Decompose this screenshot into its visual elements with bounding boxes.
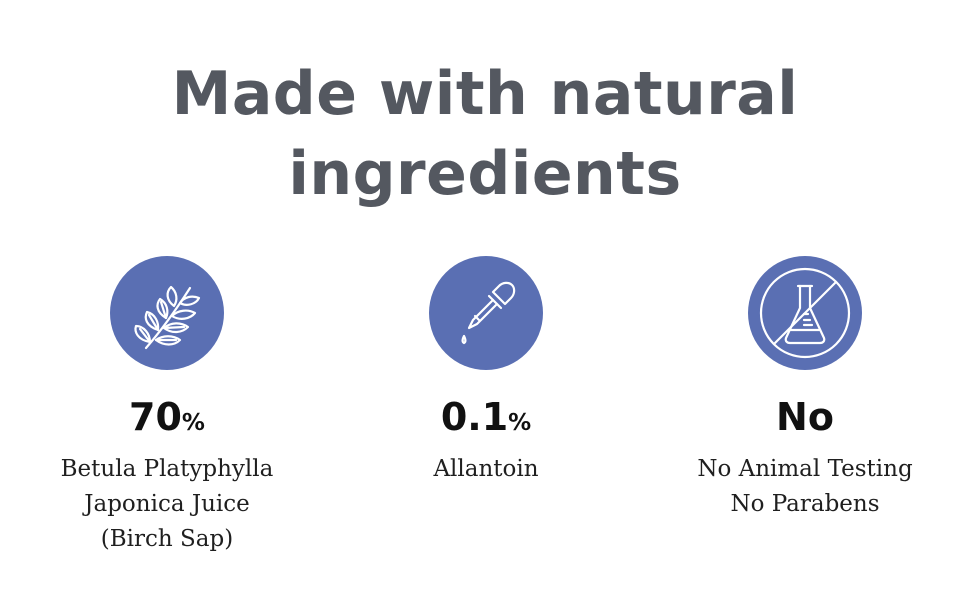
headline-line-1: Made with natural <box>171 59 799 129</box>
description-line: No Parabens <box>730 491 880 517</box>
stat-unit: % <box>181 410 205 436</box>
description-line: Japonica Juice <box>84 491 250 517</box>
feature-birch-sap: 70% Betula Platyphylla Japonica Juice (B… <box>17 256 317 557</box>
feature-no-animal-testing: No No Animal Testing No Parabens <box>655 256 955 522</box>
stat-unit: % <box>508 410 532 436</box>
leaf-branch-icon <box>110 256 224 370</box>
description-line: Betula Platyphylla <box>60 456 274 482</box>
feature-description: Allantoin <box>336 452 636 487</box>
feature-description: Betula Platyphylla Japonica Juice (Birch… <box>17 452 317 557</box>
stat-value: 0.1% <box>440 395 532 439</box>
description-line: No Animal Testing <box>697 456 913 482</box>
description-line: (Birch Sap) <box>100 526 234 552</box>
headline-line-2: ingredients <box>288 139 682 209</box>
feature-allantoin: 0.1% Allantoin <box>336 256 636 487</box>
feature-description: No Animal Testing No Parabens <box>655 452 955 522</box>
no-flask-icon <box>748 256 862 370</box>
stat-value: 70% <box>129 395 205 439</box>
dropper-icon <box>429 256 543 370</box>
description-line: Allantoin <box>433 456 539 482</box>
stat-value: No <box>776 395 834 439</box>
page-title: Made with natural ingredients <box>0 54 970 214</box>
